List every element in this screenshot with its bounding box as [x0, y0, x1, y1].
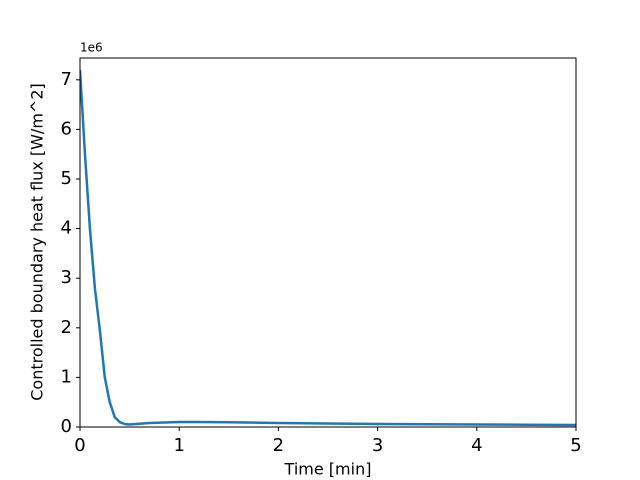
- y-tick-label: 1: [61, 366, 72, 387]
- y-tick-label: 7: [61, 69, 72, 90]
- x-axis-label: Time [min]: [284, 460, 372, 479]
- data-line: [80, 69, 576, 427]
- y-tick-label: 6: [61, 118, 72, 139]
- x-tick-label: 4: [471, 435, 482, 456]
- x-tick-label: 3: [372, 435, 383, 456]
- y-offset-label: 1e6: [80, 41, 103, 55]
- x-tick-label: 5: [570, 435, 581, 456]
- y-axis-label: Controlled boundary heat flux [W/m^2]: [28, 83, 47, 400]
- x-tick-label: 0: [74, 435, 85, 456]
- y-tick-label: 2: [61, 317, 72, 338]
- y-tick-label: 5: [61, 168, 72, 189]
- y-tick-label: 4: [61, 218, 72, 239]
- x-tick-label: 1: [173, 435, 184, 456]
- x-tick-label: 2: [273, 435, 284, 456]
- y-tick-label: 3: [61, 267, 72, 288]
- y-tick-label: 0: [61, 416, 72, 437]
- plot-frame: [79, 57, 577, 428]
